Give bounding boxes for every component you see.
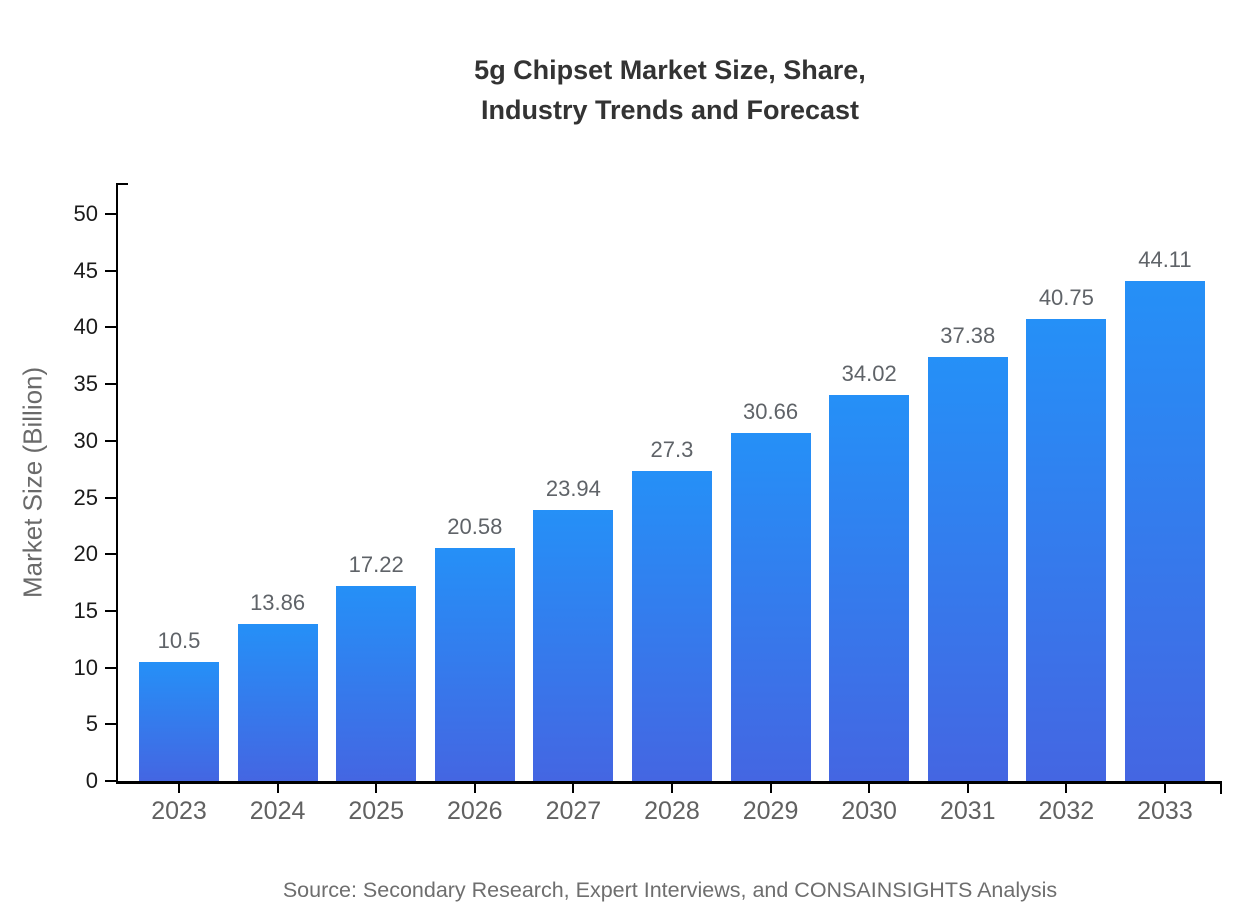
x-tick-label: 2033 (1137, 797, 1193, 825)
x-tick (473, 784, 476, 793)
x-tick-label: 2028 (644, 797, 700, 825)
y-tick (105, 326, 116, 329)
x-tick (1065, 784, 1068, 793)
y-axis-end-tick (118, 183, 128, 185)
bar-2032: 40.75 2032 (1026, 285, 1107, 825)
y-tick-label: 0 (85, 768, 98, 793)
y-tick-label: 20 (73, 541, 98, 567)
y-tick (105, 383, 116, 386)
x-tick (670, 784, 673, 793)
y-axis-line (116, 183, 118, 784)
bar-value-label: 13.86 (250, 589, 306, 615)
bar-2026: 20.58 2026 (434, 514, 515, 825)
bar-value-label: 23.94 (545, 475, 601, 501)
bar-value-label: 34.02 (841, 361, 897, 387)
y-tick-label: 25 (73, 484, 98, 510)
bar-value-label: 10.5 (157, 627, 201, 653)
x-axis-line (116, 781, 1222, 784)
y-tick-label: 50 (73, 201, 98, 226)
bar-series: 10.5 2023 13.86 2024 17.22 2025 20.58 2026 23.94… (139, 247, 1205, 825)
x-tick-label: 2032 (1038, 797, 1095, 825)
y-axis-title: Market Size (Billion) (17, 366, 48, 598)
y-tick-label: 5 (85, 711, 98, 737)
y-tick (105, 723, 116, 726)
y-tick-label: 45 (73, 257, 98, 283)
bar-value-label: 40.75 (1038, 284, 1094, 310)
y-tick (105, 666, 116, 669)
x-tick-label: 2030 (841, 797, 897, 825)
plot-area: 0 5 10 15 20 25 30 35 40 45 50 10.5 2023 13.86 2024 17… (74, 183, 1222, 825)
x-tick-label: 2029 (742, 797, 799, 825)
y-tick (105, 609, 116, 612)
bar-2025: 17.22 2025 (336, 552, 417, 825)
x-tick-label: 2025 (348, 797, 404, 825)
bar-2030: 34.02 2030 (829, 361, 910, 825)
y-tick-label: 40 (73, 314, 98, 340)
bar-2033: 44.11 2033 (1124, 247, 1205, 825)
bar-2027: 23.94 2027 (533, 476, 614, 825)
x-tick-label: 2026 (446, 797, 503, 825)
y-tick (105, 269, 116, 272)
source-note: Source: Secondary Research, Expert Inter… (282, 878, 1058, 902)
bar-2031: 37.38 2031 (927, 323, 1008, 825)
x-tick-label: 2027 (545, 797, 602, 825)
x-tick (1163, 784, 1166, 793)
y-tick (105, 780, 116, 782)
x-tick (769, 784, 772, 793)
bar-2023: 10.5 2023 (139, 628, 219, 825)
x-tick (868, 784, 871, 793)
y-tick-label: 10 (73, 654, 98, 680)
y-tick (105, 496, 116, 499)
y-tick (105, 553, 116, 556)
x-axis-end-tick (1220, 784, 1222, 794)
chart-title: 5g Chipset Market Size, Share, Industry … (474, 55, 866, 125)
bar-2029: 30.66 2029 (730, 399, 811, 825)
x-tick (375, 784, 378, 793)
bar-value-label: 17.22 (348, 551, 404, 577)
bar-2028: 27.3 2028 (631, 437, 712, 825)
y-tick-label: 30 (73, 427, 98, 453)
y-tick (105, 213, 116, 215)
bar-value-label: 27.3 (650, 437, 694, 463)
y-tick-label: 35 (73, 371, 98, 397)
x-tick (178, 784, 180, 793)
y-tick-label: 15 (73, 597, 98, 623)
bar-value-label: 37.38 (940, 323, 996, 349)
bar-value-label: 20.58 (447, 513, 503, 539)
bar-value-label: 30.66 (743, 399, 799, 425)
x-tick-label: 2024 (249, 797, 306, 825)
x-tick (572, 784, 575, 793)
y-tick (105, 439, 116, 442)
x-tick (966, 784, 969, 793)
x-tick-label: 2023 (151, 797, 207, 825)
bar-2024: 13.86 2024 (237, 590, 318, 825)
x-tick-label: 2031 (939, 797, 996, 825)
bar-value-label: 44.11 (1138, 246, 1192, 272)
x-tick (276, 784, 279, 793)
